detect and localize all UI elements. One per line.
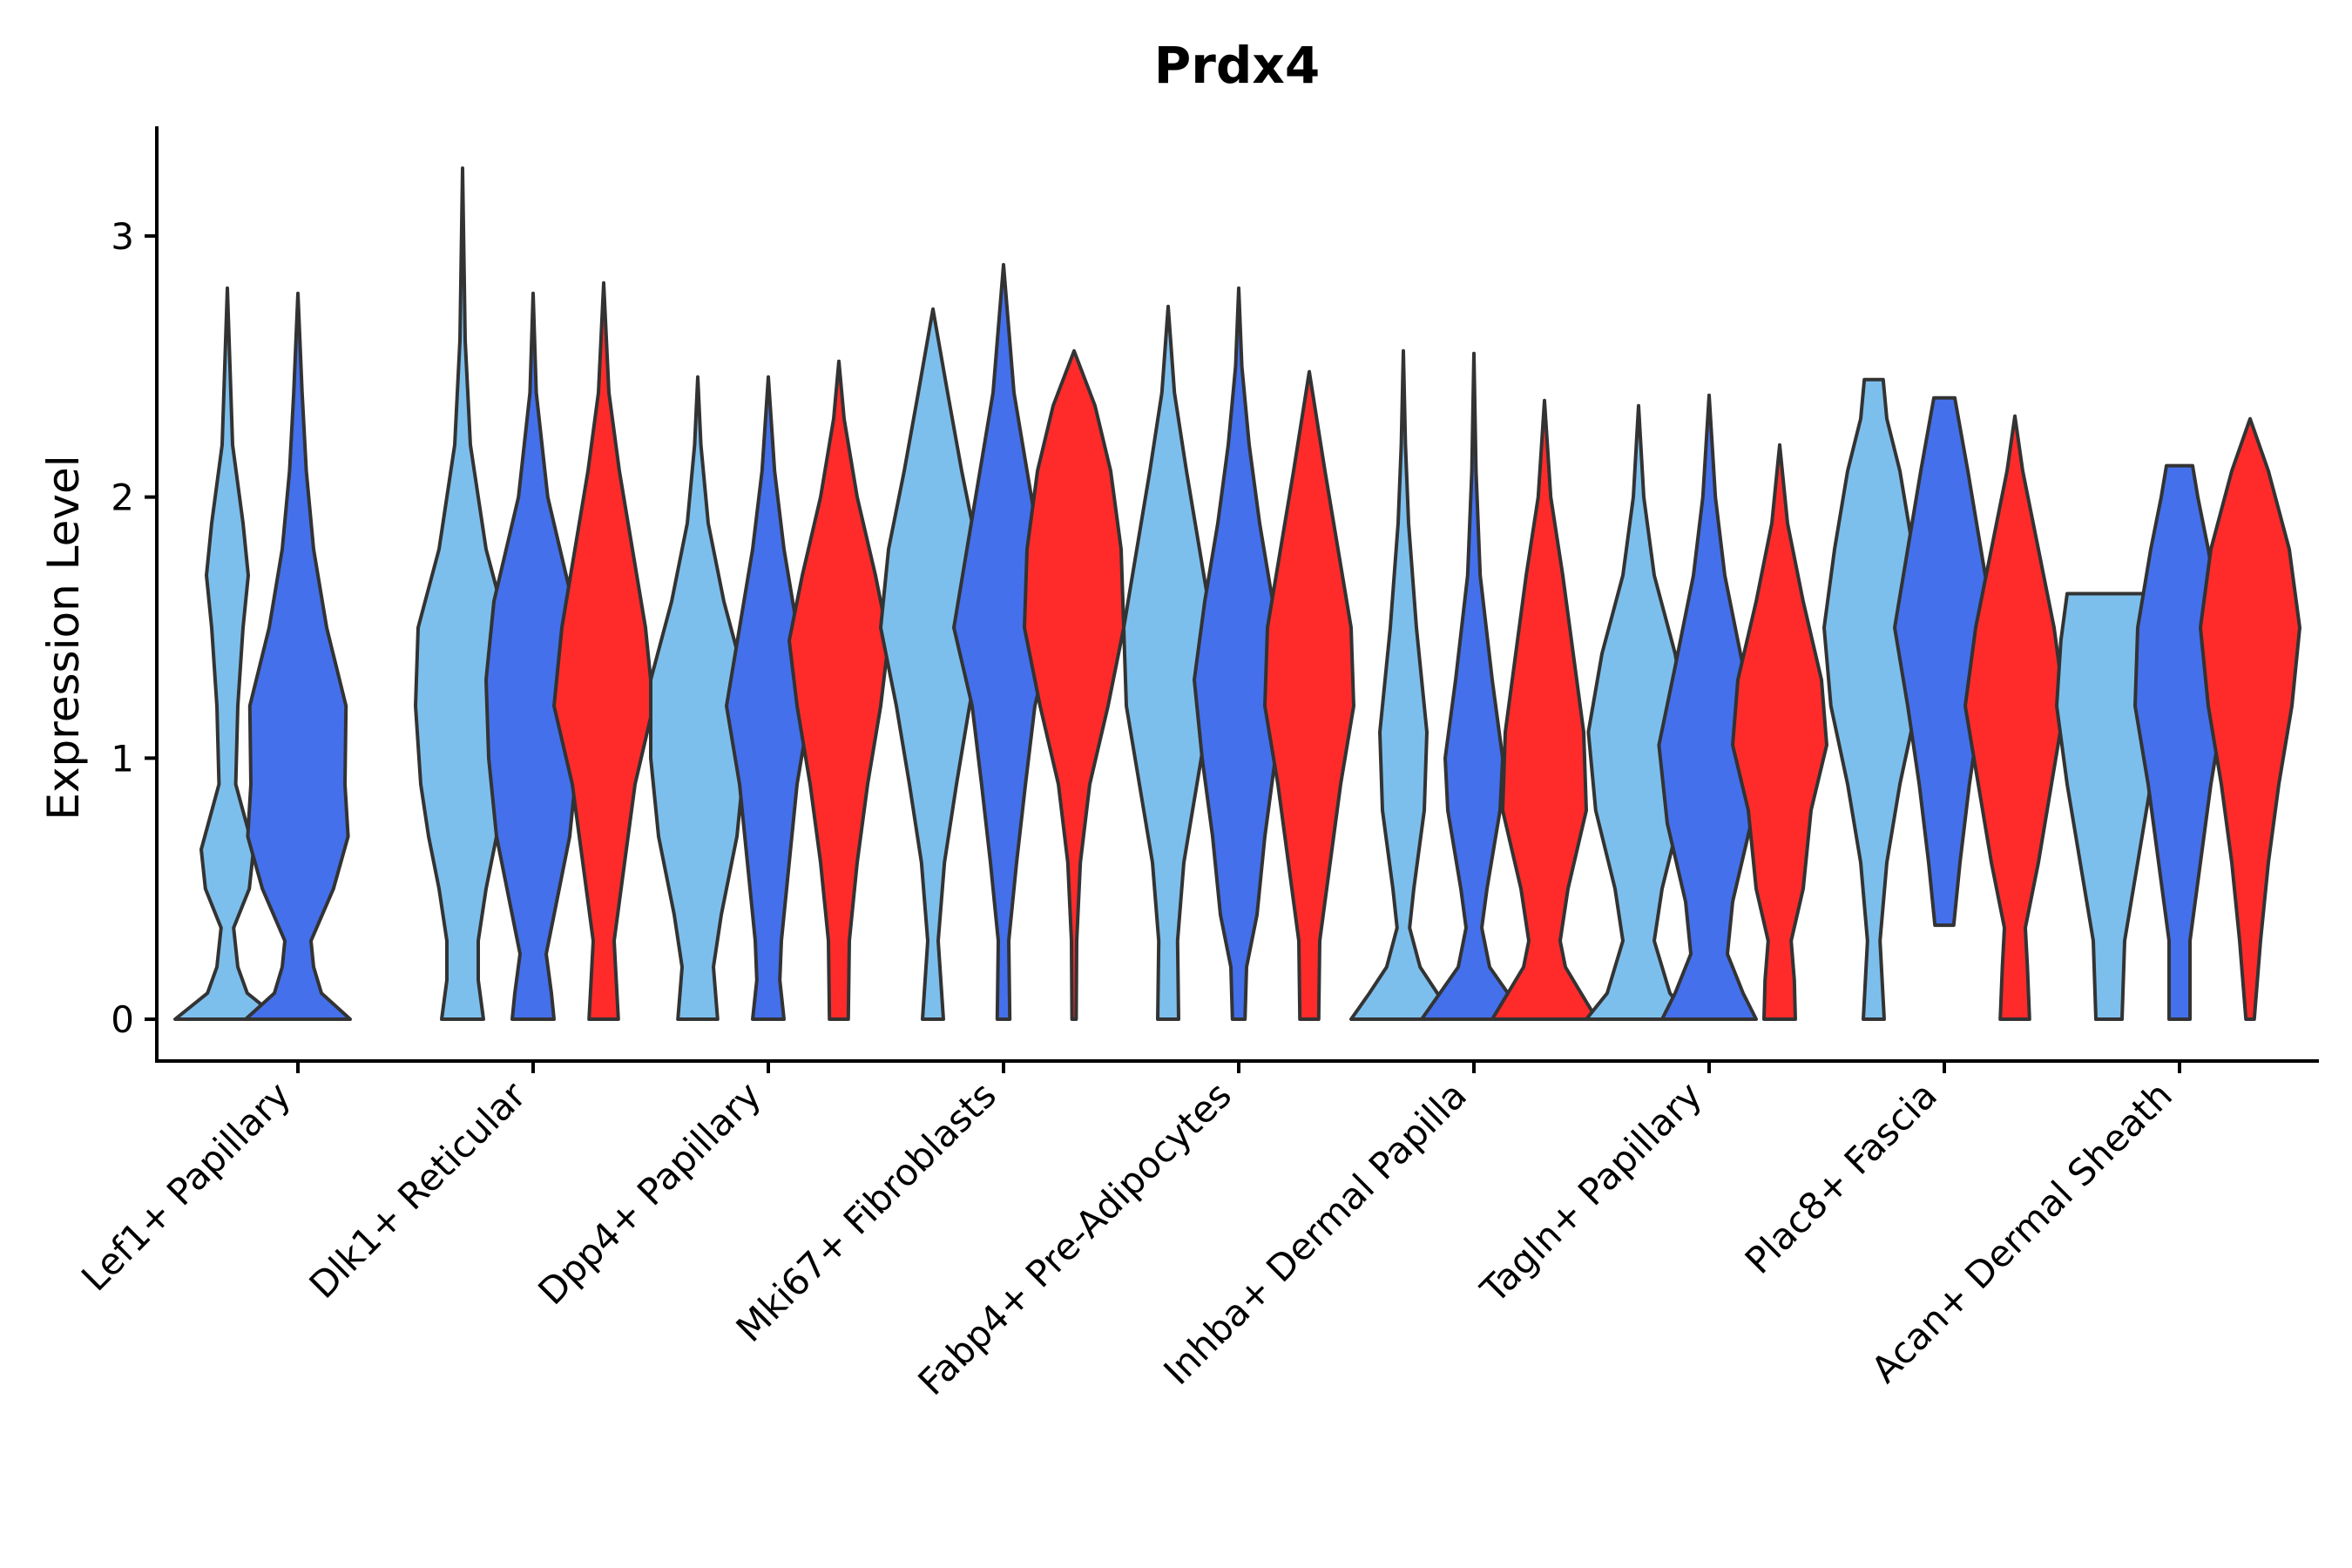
violin-plac8-fascia-group-3 (1963, 414, 2066, 1021)
violin-layer (173, 166, 2301, 1021)
violin-tagln-papillary-group-1 (1585, 403, 1693, 1021)
violin-fabp4-pre-adipocytes-group-2 (1193, 286, 1285, 1021)
violin-mki67-fibroblasts-group-2 (952, 262, 1055, 1021)
violin-dlk1-reticular-group-3 (552, 280, 655, 1021)
violin-inhba-dermal-papilla-group-2 (1420, 351, 1528, 1021)
y-tick-label: 3 (111, 215, 134, 258)
violin-dlk1-reticular-group-1 (414, 166, 511, 1021)
violin-inhba-dermal-papilla-group-1 (1349, 348, 1457, 1021)
violin-mki67-fibroblasts-group-1 (879, 307, 987, 1021)
violin-tagln-papillary-group-3 (1731, 443, 1828, 1021)
violin-plac8-fascia-group-1 (1822, 377, 1925, 1021)
violin-mki67-fibroblasts-group-3 (1023, 348, 1125, 1021)
violin-dpp4-papillary-group-1 (649, 375, 747, 1021)
violin-fabp4-pre-adipocytes-group-3 (1263, 369, 1355, 1021)
y-tick-label: 0 (111, 998, 134, 1041)
x-tick-label: Lef1+ Papillary (73, 1073, 299, 1299)
violin-lef1-papillary-group-1 (173, 286, 281, 1021)
violin-acan-dermal-sheath-group-2 (2133, 463, 2226, 1021)
violin-inhba-dermal-papilla-group-3 (1490, 398, 1598, 1021)
violin-acan-dermal-sheath-group-3 (2199, 416, 2301, 1021)
x-tick-label: Plac8+ Fascia (1737, 1073, 1945, 1281)
y-tick-label: 2 (111, 476, 134, 519)
violin-lef1-papillary-group-2 (244, 291, 352, 1021)
x-tick-label: Tagln+ Papillary (1472, 1073, 1710, 1311)
y-tick-label: 1 (111, 737, 134, 780)
chart-title: Prdx4 (1154, 36, 1320, 95)
violin-fabp4-pre-adipocytes-group-1 (1122, 304, 1214, 1021)
violin-dlk1-reticular-group-2 (484, 291, 582, 1021)
violin-dpp4-papillary-group-3 (787, 359, 890, 1021)
x-tick-label: Mki67+ Fibroblasts (728, 1073, 1004, 1349)
violin-dpp4-papillary-group-2 (725, 375, 812, 1021)
violin-tagln-papillary-group-2 (1657, 393, 1761, 1021)
x-tick-label: Dpp4+ Papillary (530, 1073, 769, 1313)
y-axis-label: Expression Level (38, 455, 89, 820)
x-tick-label: Dlk1+ Reticular (301, 1073, 535, 1307)
y-ticks: 0 1 2 3 (111, 215, 157, 1041)
